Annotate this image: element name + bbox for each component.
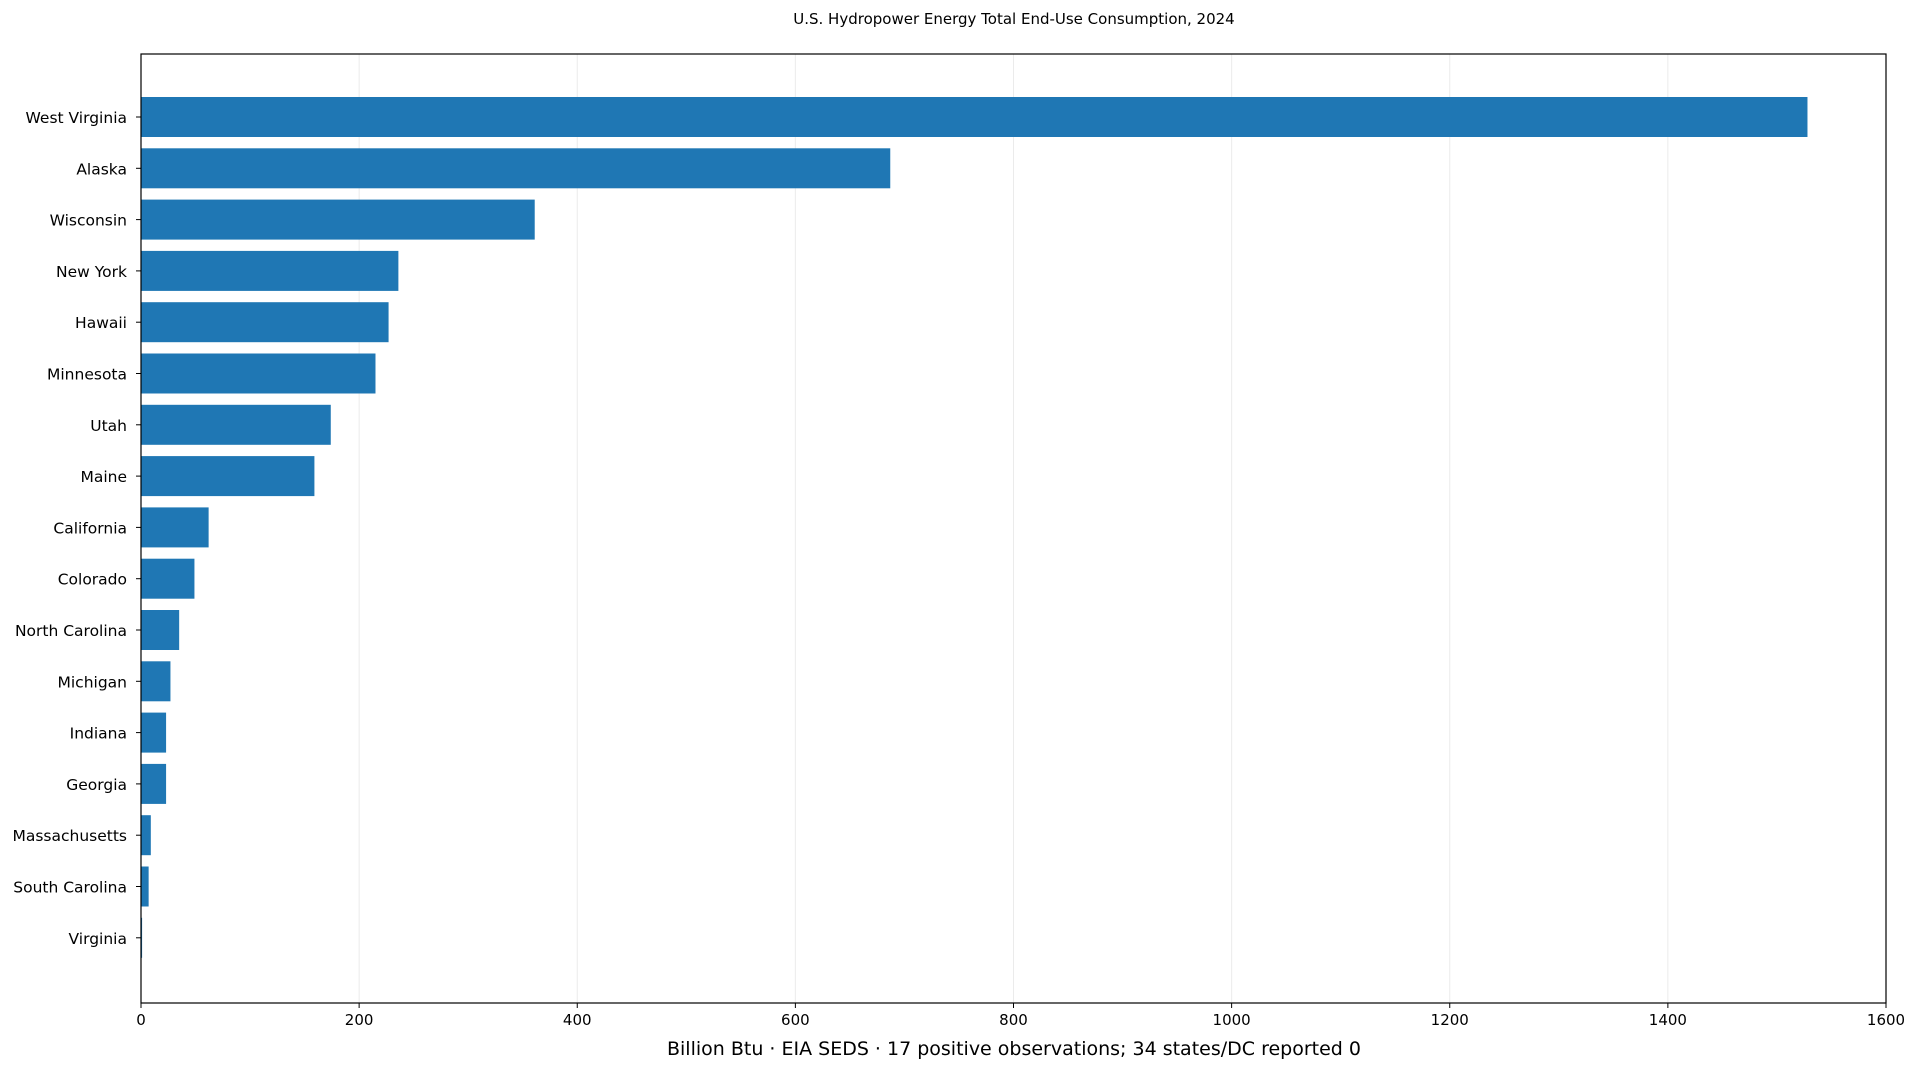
x-tick-label: 800 [999,1011,1028,1029]
bar [141,610,180,650]
y-tick-label: Massachusetts [12,827,127,845]
y-tick-label: South Carolina [13,879,127,897]
y-tick-label: North Carolina [15,622,127,640]
x-tick-label: 1000 [1213,1011,1251,1029]
y-tick-label: Georgia [66,776,127,794]
x-tick-label: 1400 [1649,1011,1687,1029]
bar [141,404,331,445]
x-tick-label: 1600 [1867,1011,1905,1029]
y-tick-label: New York [56,263,127,281]
bar [141,661,171,702]
grid-lines [358,54,1669,1003]
y-tick-label: Hawaii [75,314,127,332]
x-axis-label: Billion Btu · EIA SEDS · 17 positive obs… [667,1038,1361,1060]
bar [141,558,195,599]
x-tick-label: 1200 [1431,1011,1469,1029]
y-tick-label: Wisconsin [50,212,127,230]
y-tick-label: Minnesota [47,366,127,384]
x-tick-label: 600 [781,1011,810,1029]
x-tick-label: 400 [563,1011,592,1029]
x-axis: 0 200 400 600 800 1000 1200 1400 1600 [136,1003,1905,1029]
y-tick-label: Virginia [69,930,127,948]
bar [141,250,399,291]
bar [141,97,1808,137]
bar [141,866,149,907]
y-tick-label: West Virginia [26,109,127,127]
y-tick-label: California [53,519,127,537]
y-axis: West Virginia Alaska Wisconsin New York Hawa… [12,109,141,948]
bar [141,815,151,856]
bar [141,763,167,804]
y-tick-label: Alaska [76,160,127,178]
bar [141,712,167,753]
y-tick-label: Indiana [70,725,127,743]
bars [141,97,1808,958]
y-tick-label: Utah [90,417,127,435]
y-tick-label: Maine [80,468,127,486]
y-tick-label: Colorado [58,571,127,589]
x-tick-label: 0 [136,1011,146,1029]
bar [141,199,535,240]
chart-title: U.S. Hydropower Energy Total End-Use Con… [793,10,1234,28]
bar [141,456,315,497]
bar [141,302,389,343]
bar [141,148,891,189]
bar [141,353,376,394]
y-tick-label: Michigan [58,673,128,691]
bar [141,507,209,548]
x-tick-label: 200 [345,1011,374,1029]
